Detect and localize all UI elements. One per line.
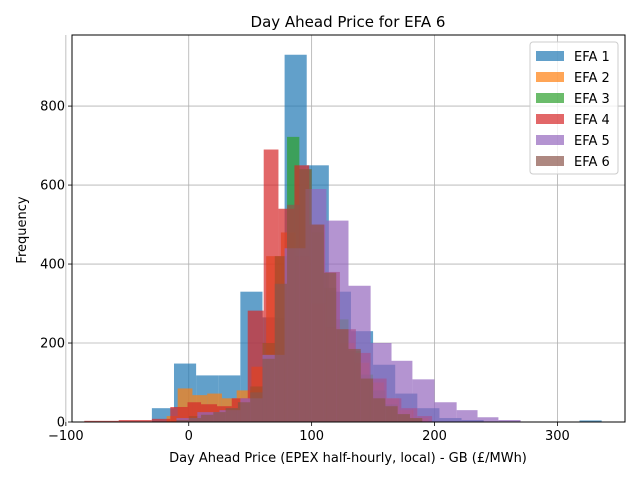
legend-label: EFA 1 — [574, 50, 610, 65]
histogram-bar — [287, 204, 300, 422]
legend-swatch — [536, 156, 564, 166]
histogram-bar — [213, 412, 226, 422]
chart-title: Day Ahead Price for EFA 6 — [251, 13, 446, 31]
legend-swatch — [536, 72, 564, 82]
legend-label: EFA 6 — [574, 155, 610, 170]
x-tick-label: −100 — [48, 429, 84, 444]
histogram-bar — [274, 283, 288, 422]
bars-layer — [84, 54, 602, 423]
legend-swatch — [536, 114, 564, 124]
histogram-bar — [498, 420, 521, 422]
x-tick-label: 300 — [545, 429, 570, 444]
histogram-bar — [262, 358, 275, 422]
series-efa-6 — [176, 169, 423, 422]
legend-swatch — [536, 93, 564, 103]
y-axis-label: Frequency — [15, 196, 30, 263]
histogram-bar — [237, 402, 251, 422]
histogram-bar — [151, 418, 171, 422]
y-tick-label: 200 — [40, 337, 65, 352]
legend-swatch — [536, 135, 564, 145]
x-tick-label: 0 — [185, 429, 193, 444]
histogram-bar — [434, 402, 457, 422]
histogram-bar — [336, 329, 349, 422]
histogram-bar — [84, 420, 119, 422]
histogram-bar — [360, 378, 374, 422]
legend-label: EFA 5 — [574, 134, 610, 149]
x-tick-label: 200 — [422, 429, 447, 444]
histogram-bar — [409, 418, 423, 422]
histogram-bar — [477, 417, 499, 422]
histogram-bar — [385, 406, 398, 422]
histogram-bar — [456, 410, 478, 422]
y-tick-label: 800 — [40, 100, 65, 115]
histogram-bar — [373, 398, 386, 422]
histogram-bar — [311, 224, 324, 422]
y-tick-label: 400 — [40, 258, 65, 273]
histogram-bar — [579, 420, 602, 422]
x-axis-label: Day Ahead Price (EPEX half-hourly, local… — [169, 451, 527, 466]
legend-label: EFA 3 — [574, 92, 610, 107]
y-tick-label: 0 — [57, 416, 65, 431]
histogram-bar — [188, 418, 202, 422]
legend-label: EFA 4 — [574, 113, 610, 128]
histogram-bar — [176, 420, 189, 422]
histogram-bar — [225, 408, 238, 422]
histogram-bar — [397, 414, 410, 422]
histogram-bar — [348, 348, 361, 422]
x-tick-label: 100 — [299, 429, 324, 444]
histogram-bar — [299, 169, 312, 422]
histogram-bar — [201, 414, 214, 422]
legend-label: EFA 2 — [574, 71, 610, 86]
histogram-bar — [412, 379, 435, 422]
plot-frame — [71, 34, 626, 423]
histogram-bar — [250, 392, 263, 422]
histogram-bar — [118, 420, 152, 422]
y-tick-label: 600 — [40, 179, 65, 194]
histogram-bar — [323, 272, 337, 422]
legend-swatch — [536, 51, 564, 61]
legend: EFA 1 EFA 2 EFA 3 EFA 4 EFA 5 EFA 6 — [529, 41, 619, 175]
